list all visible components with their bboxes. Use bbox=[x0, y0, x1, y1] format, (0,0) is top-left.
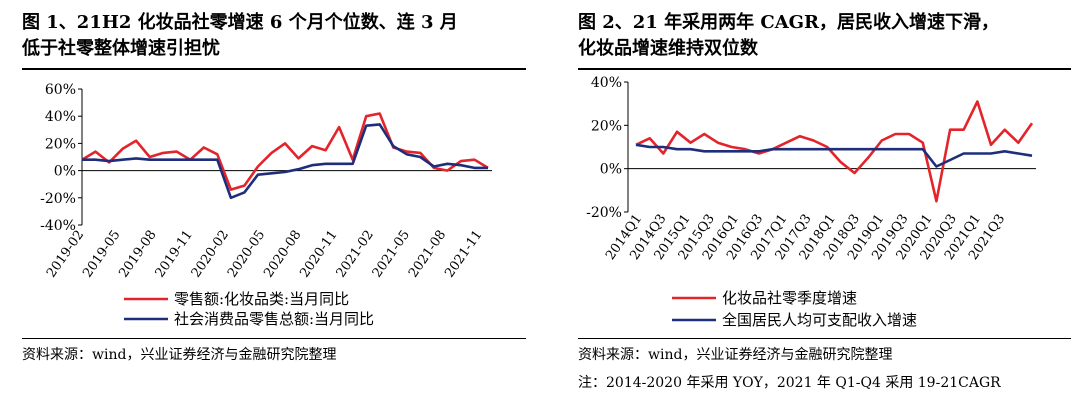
fig2-legend-label-1: 化妆品社零季度增速 bbox=[722, 289, 857, 307]
figure-2-top-rule bbox=[578, 68, 1071, 70]
fig2-y-tick-label: 40% bbox=[591, 75, 622, 91]
fig1-y-tick-label: 20% bbox=[45, 136, 76, 152]
figure-1-title: 图 1、21H2 化妆品社零增速 6 个月个位数、连 3 月 低于社零整体增速引… bbox=[22, 10, 532, 62]
fig1-y-tick-label: 0% bbox=[54, 164, 76, 180]
figure-1-source: 资料来源：wind，兴业证券经济与金融研究院整理 bbox=[22, 347, 337, 363]
fig2-series-line-1 bbox=[635, 100, 1034, 203]
figure-2-title-line1: 图 2、21 年采用两年 CAGR，居民收入增速下滑， bbox=[578, 12, 999, 33]
figure-1-top-rule bbox=[22, 68, 526, 70]
fig1-y-tick-label: -40% bbox=[40, 218, 76, 234]
fig2-series-line-2 bbox=[635, 143, 1033, 168]
fig2-legend-label-2: 全国居民人均可支配收入增速 bbox=[722, 311, 917, 329]
figure-2-chart: 40%20%0%-20%2014Q12014Q32015Q12015Q32016… bbox=[586, 75, 1036, 329]
figure-2-title-line2: 化妆品增速维持双位数 bbox=[578, 38, 758, 59]
fig2-y-tick-label: 0% bbox=[600, 162, 622, 178]
figure-1-title-line1: 图 1、21H2 化妆品社零增速 6 个月个位数、连 3 月 bbox=[22, 12, 458, 33]
figure-2-source: 资料来源：wind，兴业证券经济与金融研究院整理 bbox=[578, 347, 893, 363]
figure-2-title: 图 2、21 年采用两年 CAGR，居民收入增速下滑， 化妆品增速维持双位数 bbox=[578, 10, 1077, 62]
fig1-series-line-2 bbox=[82, 123, 488, 200]
fig1-y-tick-label: 60% bbox=[45, 82, 76, 98]
fig1-y-tick-label: 40% bbox=[45, 109, 76, 125]
fig1-legend-label-2: 社会消费品零售总额:当月同比 bbox=[174, 310, 374, 328]
fig2-y-tick-label: 20% bbox=[591, 118, 622, 134]
figure-2-bottom-rule bbox=[578, 338, 1071, 339]
figure-2-note: 注：2014-2020 年采用 YOY，2021 年 Q1-Q4 采用 19-2… bbox=[578, 375, 1001, 391]
fig1-series-line-1 bbox=[81, 112, 489, 191]
figure-2-panel: 图 2、21 年采用两年 CAGR，居民收入增速下滑， 化妆品增速维持双位数 4… bbox=[556, 0, 1081, 416]
fig1-x-tick-label: 2021-11 bbox=[442, 228, 485, 281]
fig1-y-tick-label: -20% bbox=[40, 191, 76, 207]
figure-1-chart: 60%40%20%0%-20%-40%2019-022019-052019-08… bbox=[40, 82, 492, 328]
figure-1-bottom-rule bbox=[22, 338, 526, 339]
figure-1-title-line2: 低于社零整体增速引担忧 bbox=[22, 38, 220, 59]
fig2-y-tick-label: -20% bbox=[586, 205, 622, 221]
fig1-legend-label-1: 零售额:化妆品类:当月同比 bbox=[174, 290, 349, 308]
figure-1-panel: 图 1、21H2 化妆品社零增速 6 个月个位数、连 3 月 低于社零整体增速引… bbox=[0, 0, 536, 416]
